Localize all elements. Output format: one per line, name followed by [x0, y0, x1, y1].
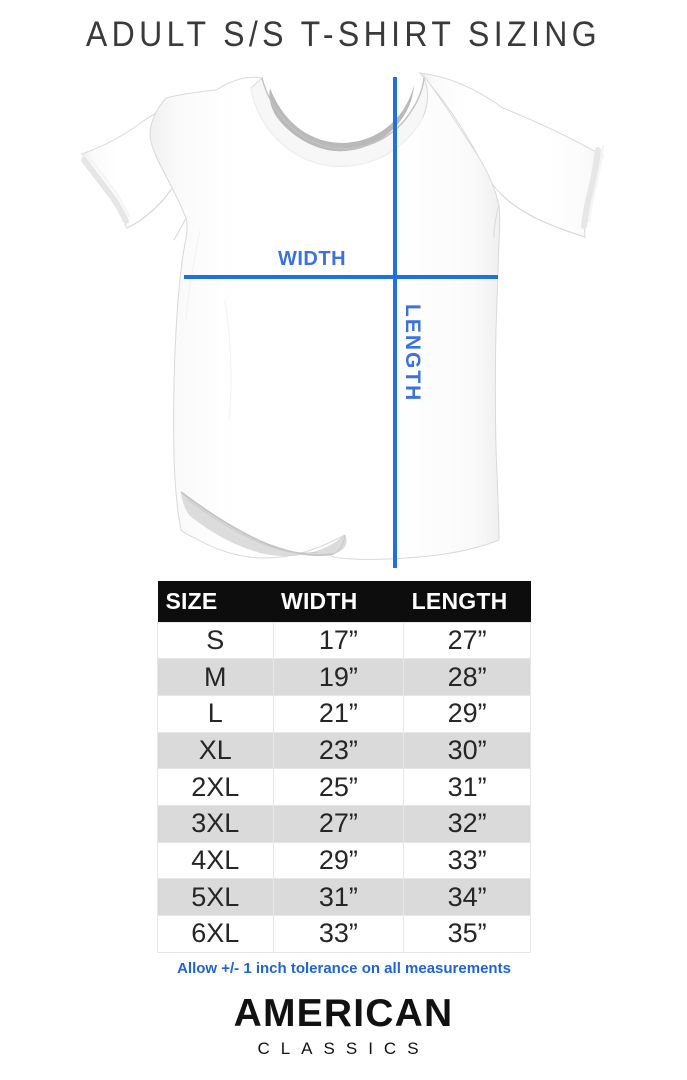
svg-text:LENGTH: LENGTH: [401, 304, 424, 402]
svg-text:WIDTH: WIDTH: [278, 248, 346, 270]
